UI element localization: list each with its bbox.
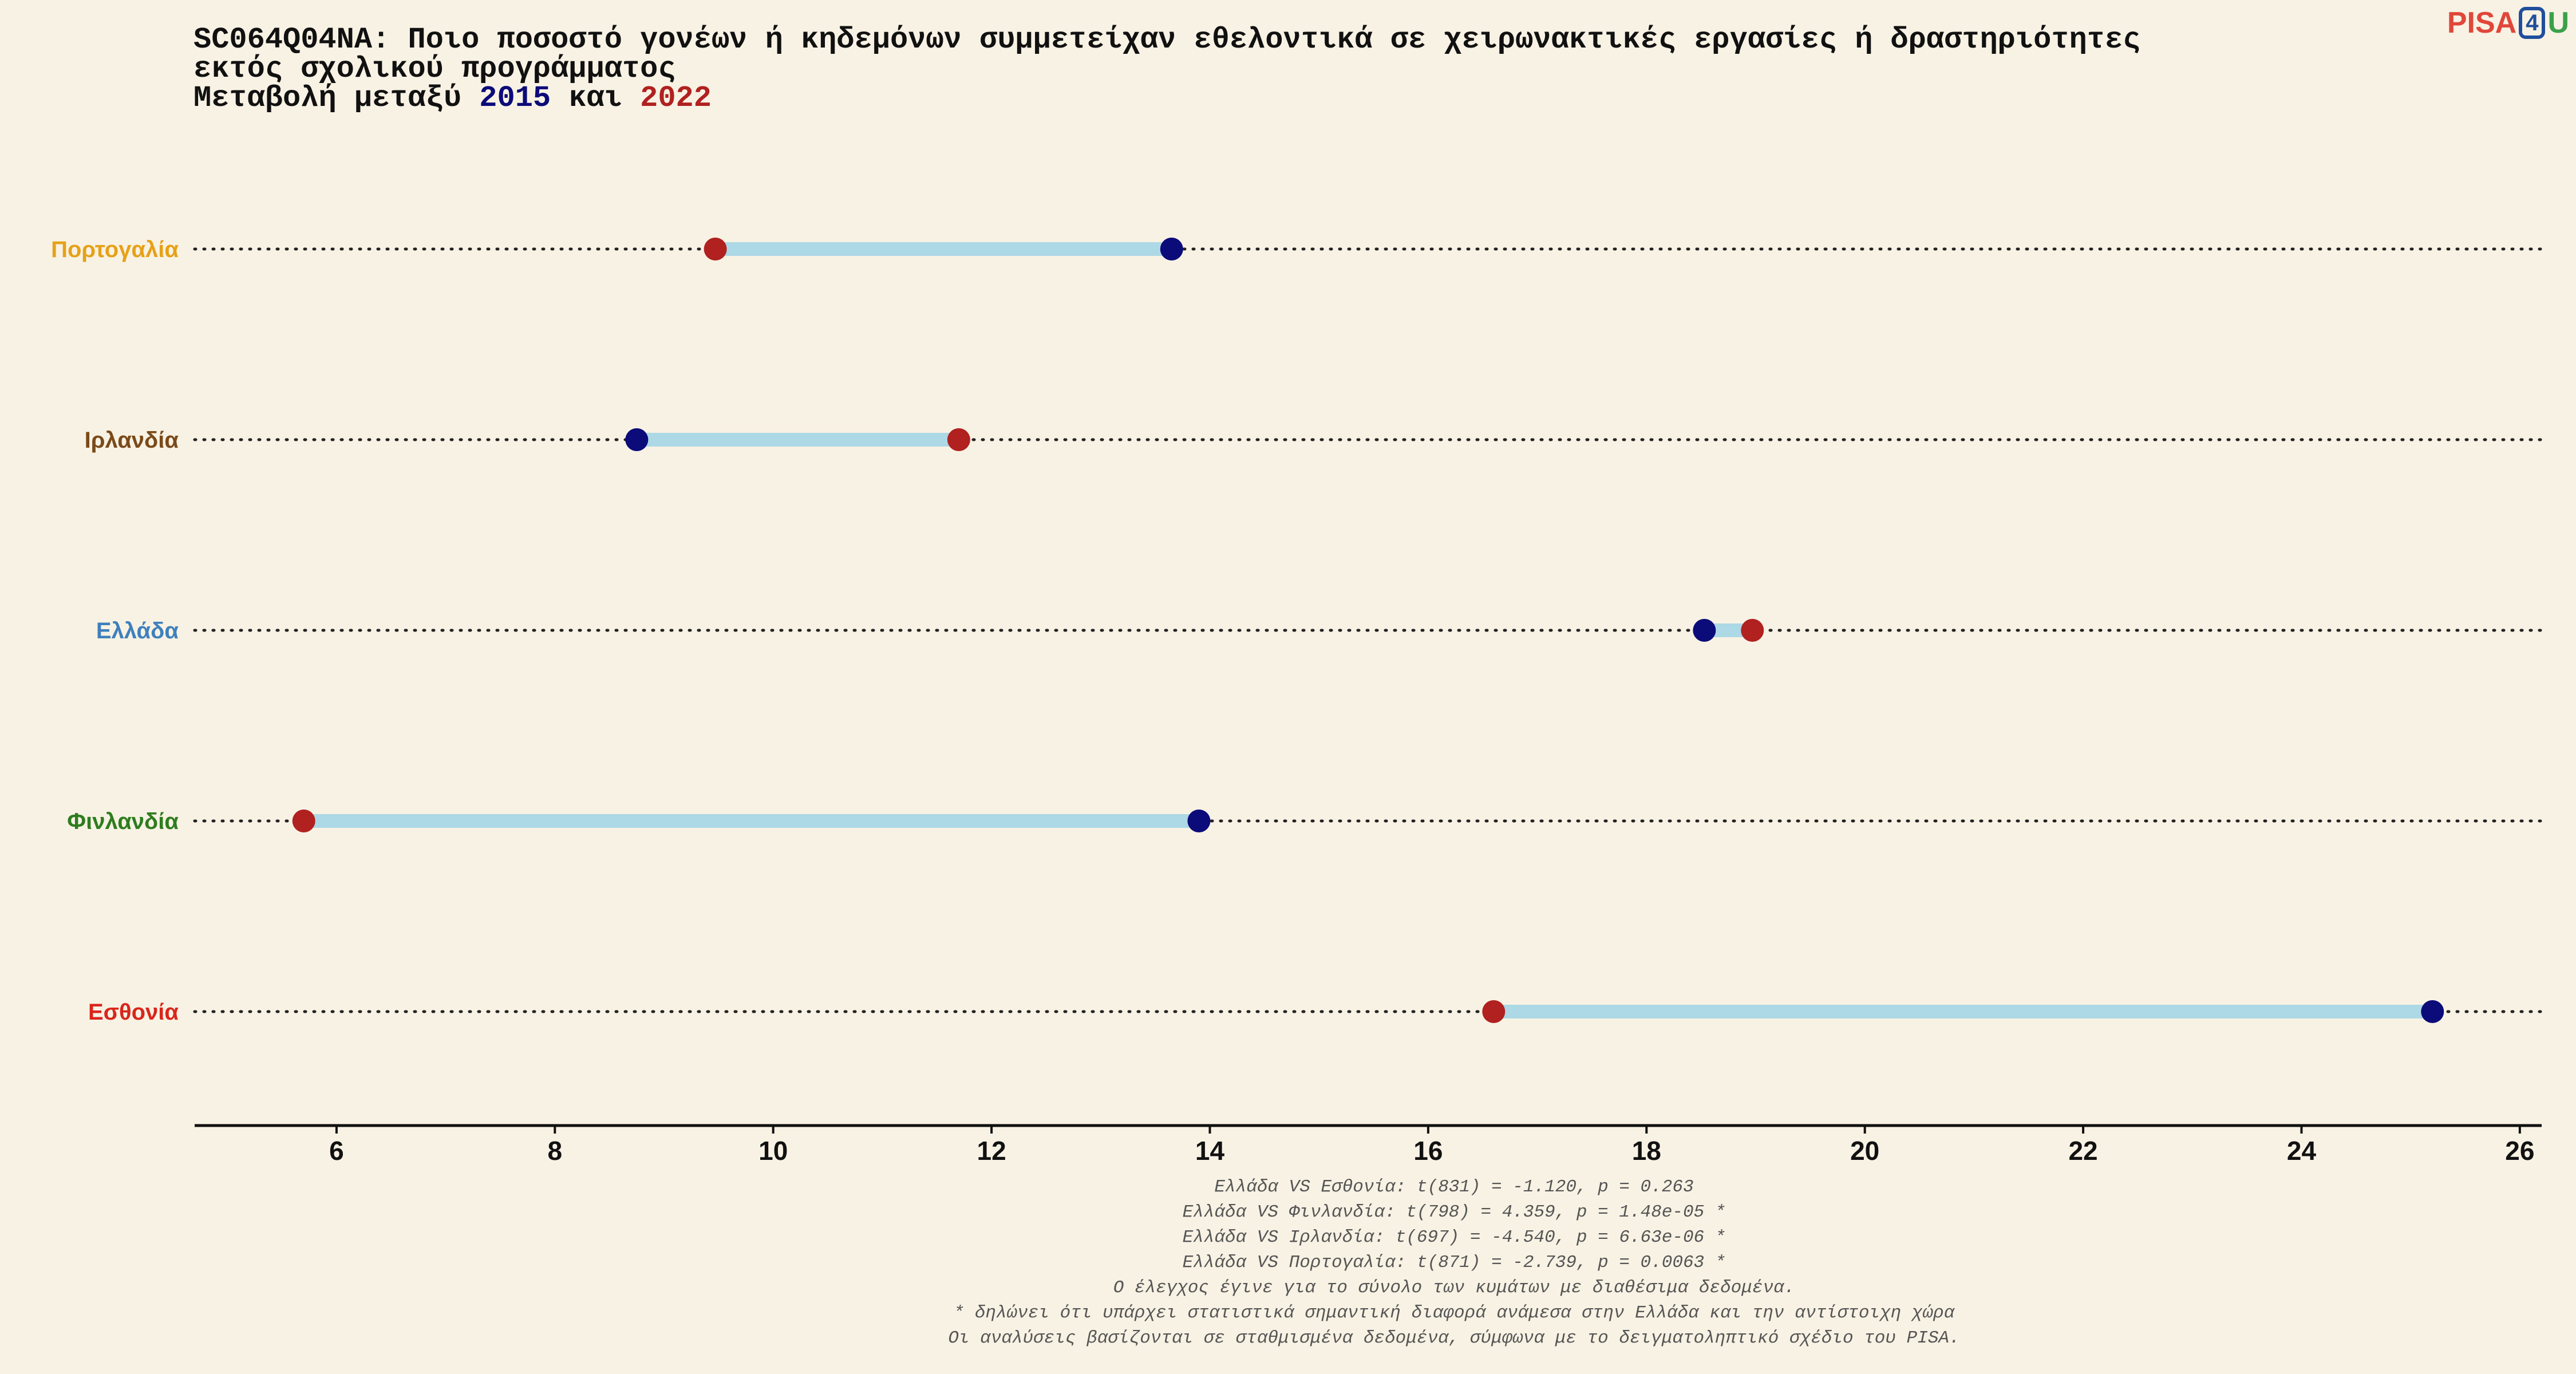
- note-line: Ελλάδα VS Φινλανδία: t(798) = 4.359, p =…: [1182, 1202, 1726, 1222]
- point-2022: [1741, 619, 1764, 642]
- chart-title: SC064Q04NA: Ποιο ποσοστό γονέων ή κηδεμό…: [193, 25, 2140, 113]
- note-line: Οι αναλύσεις βασίζονται σε σταθμισμένα δ…: [948, 1328, 1960, 1348]
- country-label: Ελλάδα: [96, 618, 179, 643]
- x-tick-label: 16: [1413, 1136, 1443, 1166]
- pisa4u-logo: PISA 4 U: [2447, 6, 2569, 40]
- subtitle-conjunction: και: [551, 81, 641, 115]
- x-tick-label: 10: [758, 1136, 788, 1166]
- point-2022: [292, 810, 315, 832]
- country-label: Ιρλανδία: [85, 428, 179, 453]
- x-tick-label: 22: [2068, 1136, 2097, 1166]
- point-2015: [625, 428, 649, 451]
- logo-pisa-text: PISA: [2447, 6, 2517, 40]
- subtitle-year-2015: 2015: [479, 81, 551, 115]
- point-2022: [704, 238, 727, 260]
- x-tick-label: 12: [977, 1136, 1006, 1166]
- point-2015: [1160, 238, 1183, 260]
- point-2022: [1482, 1000, 1506, 1023]
- x-tick-label: 14: [1195, 1136, 1225, 1166]
- x-tick-label: 18: [1632, 1136, 1661, 1166]
- subtitle-year-2022: 2022: [640, 81, 712, 115]
- x-tick-label: 26: [2505, 1136, 2534, 1166]
- note-line: Ελλάδα VS Ιρλανδία: t(697) = -4.540, p =…: [1182, 1227, 1726, 1247]
- logo-u-text: U: [2547, 6, 2569, 40]
- x-tick-label: 24: [2287, 1136, 2317, 1166]
- subtitle-prefix: Μεταβολή μεταξύ: [193, 81, 480, 115]
- point-2022: [947, 428, 970, 451]
- title-line-1: SC064Q04NA: Ποιο ποσοστό γονέων ή κηδεμό…: [193, 23, 2141, 57]
- country-label: Φινλανδία: [67, 809, 179, 834]
- point-2015: [2421, 1000, 2444, 1023]
- statistical-notes: Ελλάδα VS Εσθονία: t(831) = -1.120, p = …: [882, 1175, 2026, 1351]
- x-tick-label: 8: [548, 1136, 563, 1166]
- x-tick-label: 6: [329, 1136, 344, 1166]
- note-line: * δηλώνει ότι υπάρχει στατιστικά σημαντι…: [953, 1303, 1955, 1323]
- x-tick-label: 20: [1850, 1136, 1879, 1166]
- point-2015: [1187, 810, 1211, 832]
- logo-four-badge: 4: [2519, 7, 2546, 39]
- note-line: Ελλάδα VS Πορτογαλία: t(871) = -2.739, p…: [1182, 1253, 1726, 1273]
- point-2015: [1693, 619, 1716, 642]
- title-line-3: Μεταβολή μεταξύ 2015 και 2022: [193, 84, 2140, 113]
- country-label: Εσθονία: [88, 1000, 179, 1025]
- note-line: Ελλάδα VS Εσθονία: t(831) = -1.120, p = …: [1214, 1177, 1694, 1197]
- title-line-2: εκτός σχολικού προγράμματος: [193, 52, 676, 86]
- note-line: Ο έλεγχος έγινε για το σύνολο των κυμάτω…: [1113, 1278, 1795, 1298]
- country-label: Πορτογαλία: [51, 237, 179, 262]
